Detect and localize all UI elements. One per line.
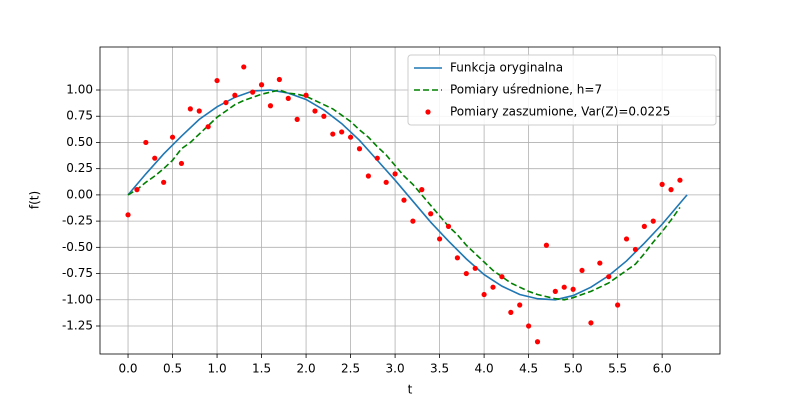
data-point (490, 284, 496, 290)
y-tick-label: -0.25 (62, 214, 93, 228)
data-point (534, 339, 541, 345)
y-axis-label: f(t) (28, 191, 42, 209)
data-point (187, 106, 193, 112)
data-point (641, 223, 647, 229)
data-point (517, 302, 523, 308)
data-point (214, 77, 220, 84)
data-point (178, 160, 185, 167)
data-point (134, 187, 140, 193)
data-point (294, 116, 300, 122)
plot-frame (99, 46, 721, 355)
data-point (303, 92, 309, 98)
x-tick-label: 5.5 (608, 362, 627, 376)
data-point (161, 179, 167, 185)
data-point (250, 89, 256, 95)
data-point (143, 139, 149, 146)
data-point (499, 274, 505, 280)
data-point (196, 108, 202, 114)
data-point (365, 173, 371, 179)
data-point (356, 146, 363, 152)
data-point (312, 108, 318, 114)
y-tick-label: 0.75 (66, 109, 93, 123)
y-tick-label: -1.00 (62, 292, 93, 306)
data-point (330, 131, 336, 137)
legend-box (407, 54, 717, 126)
data-point (454, 255, 461, 261)
data-point (606, 274, 612, 280)
data-point (579, 267, 585, 274)
series-line (127, 89, 688, 301)
data-point (650, 218, 656, 224)
x-tick-label: 2.0 (297, 362, 316, 376)
data-point (152, 155, 158, 161)
x-tick-label: 3.5 (430, 362, 449, 376)
x-tick-label: 3.0 (386, 362, 405, 376)
data-point (428, 211, 434, 217)
data-point (677, 177, 683, 183)
data-point (623, 236, 630, 242)
data-point (463, 270, 469, 277)
legend: Funkcja oryginalna Pomiary uśrednione, h=… (407, 54, 717, 126)
data-point (401, 197, 407, 203)
data-point (392, 171, 398, 177)
data-point (205, 124, 211, 130)
data-point (419, 187, 425, 193)
y-tick-label: 0.50 (66, 135, 93, 149)
legend-label: Pomiary uśrednione, h=7 (450, 83, 602, 97)
x-tick-label: 1.5 (252, 362, 271, 376)
x-tick-label: 6.0 (653, 362, 672, 376)
series-line (127, 89, 681, 301)
y-tick-label: 0.00 (66, 187, 93, 201)
data-point (374, 155, 380, 161)
data-point (125, 212, 131, 218)
y-tick-label: 0.25 (66, 161, 93, 175)
x-tick-label: 2.5 (341, 362, 360, 376)
y-tick-label: 1.00 (66, 83, 93, 97)
data-point (232, 92, 238, 98)
data-point (632, 246, 639, 253)
legend-label: Funkcja oryginalna (450, 61, 563, 75)
y-tick-label: -0.50 (62, 240, 93, 254)
data-point (570, 286, 576, 292)
x-tick-label: 0.5 (163, 362, 182, 376)
data-point (321, 113, 327, 119)
data-point (659, 181, 665, 188)
data-point (276, 76, 282, 83)
data-point (445, 223, 452, 229)
x-tick-label: 0.0 (118, 362, 137, 376)
x-tick-label: 4.0 (475, 362, 494, 376)
data-point (508, 309, 514, 315)
data-point (347, 134, 354, 140)
y-tick-label: -0.75 (62, 266, 93, 280)
data-point (597, 260, 603, 266)
data-point (543, 242, 550, 248)
data-point (223, 99, 229, 106)
data-point (241, 64, 247, 70)
y-tick-label: -1.25 (62, 318, 93, 332)
data-point (285, 95, 291, 101)
data-point (588, 320, 594, 326)
legend-label: Pomiary zaszumione, Var(Z)=0.0225 (450, 105, 670, 119)
data-point (472, 265, 478, 271)
x-tick-label: 5.0 (564, 362, 583, 376)
legend-swatch (425, 109, 431, 115)
data-point (169, 134, 176, 140)
data-point (258, 82, 265, 88)
data-point (552, 288, 558, 294)
x-tick-label: 4.5 (519, 362, 538, 376)
data-point (383, 179, 389, 185)
x-tick-label: 1.0 (208, 362, 227, 376)
data-point (668, 187, 674, 193)
data-point (267, 103, 274, 109)
data-point (561, 284, 567, 290)
data-point (526, 323, 532, 329)
data-point (410, 218, 416, 224)
x-axis-label: t (408, 383, 413, 397)
data-point (339, 129, 345, 135)
data-point (436, 236, 443, 242)
data-point (615, 302, 621, 308)
data-point (481, 291, 487, 298)
